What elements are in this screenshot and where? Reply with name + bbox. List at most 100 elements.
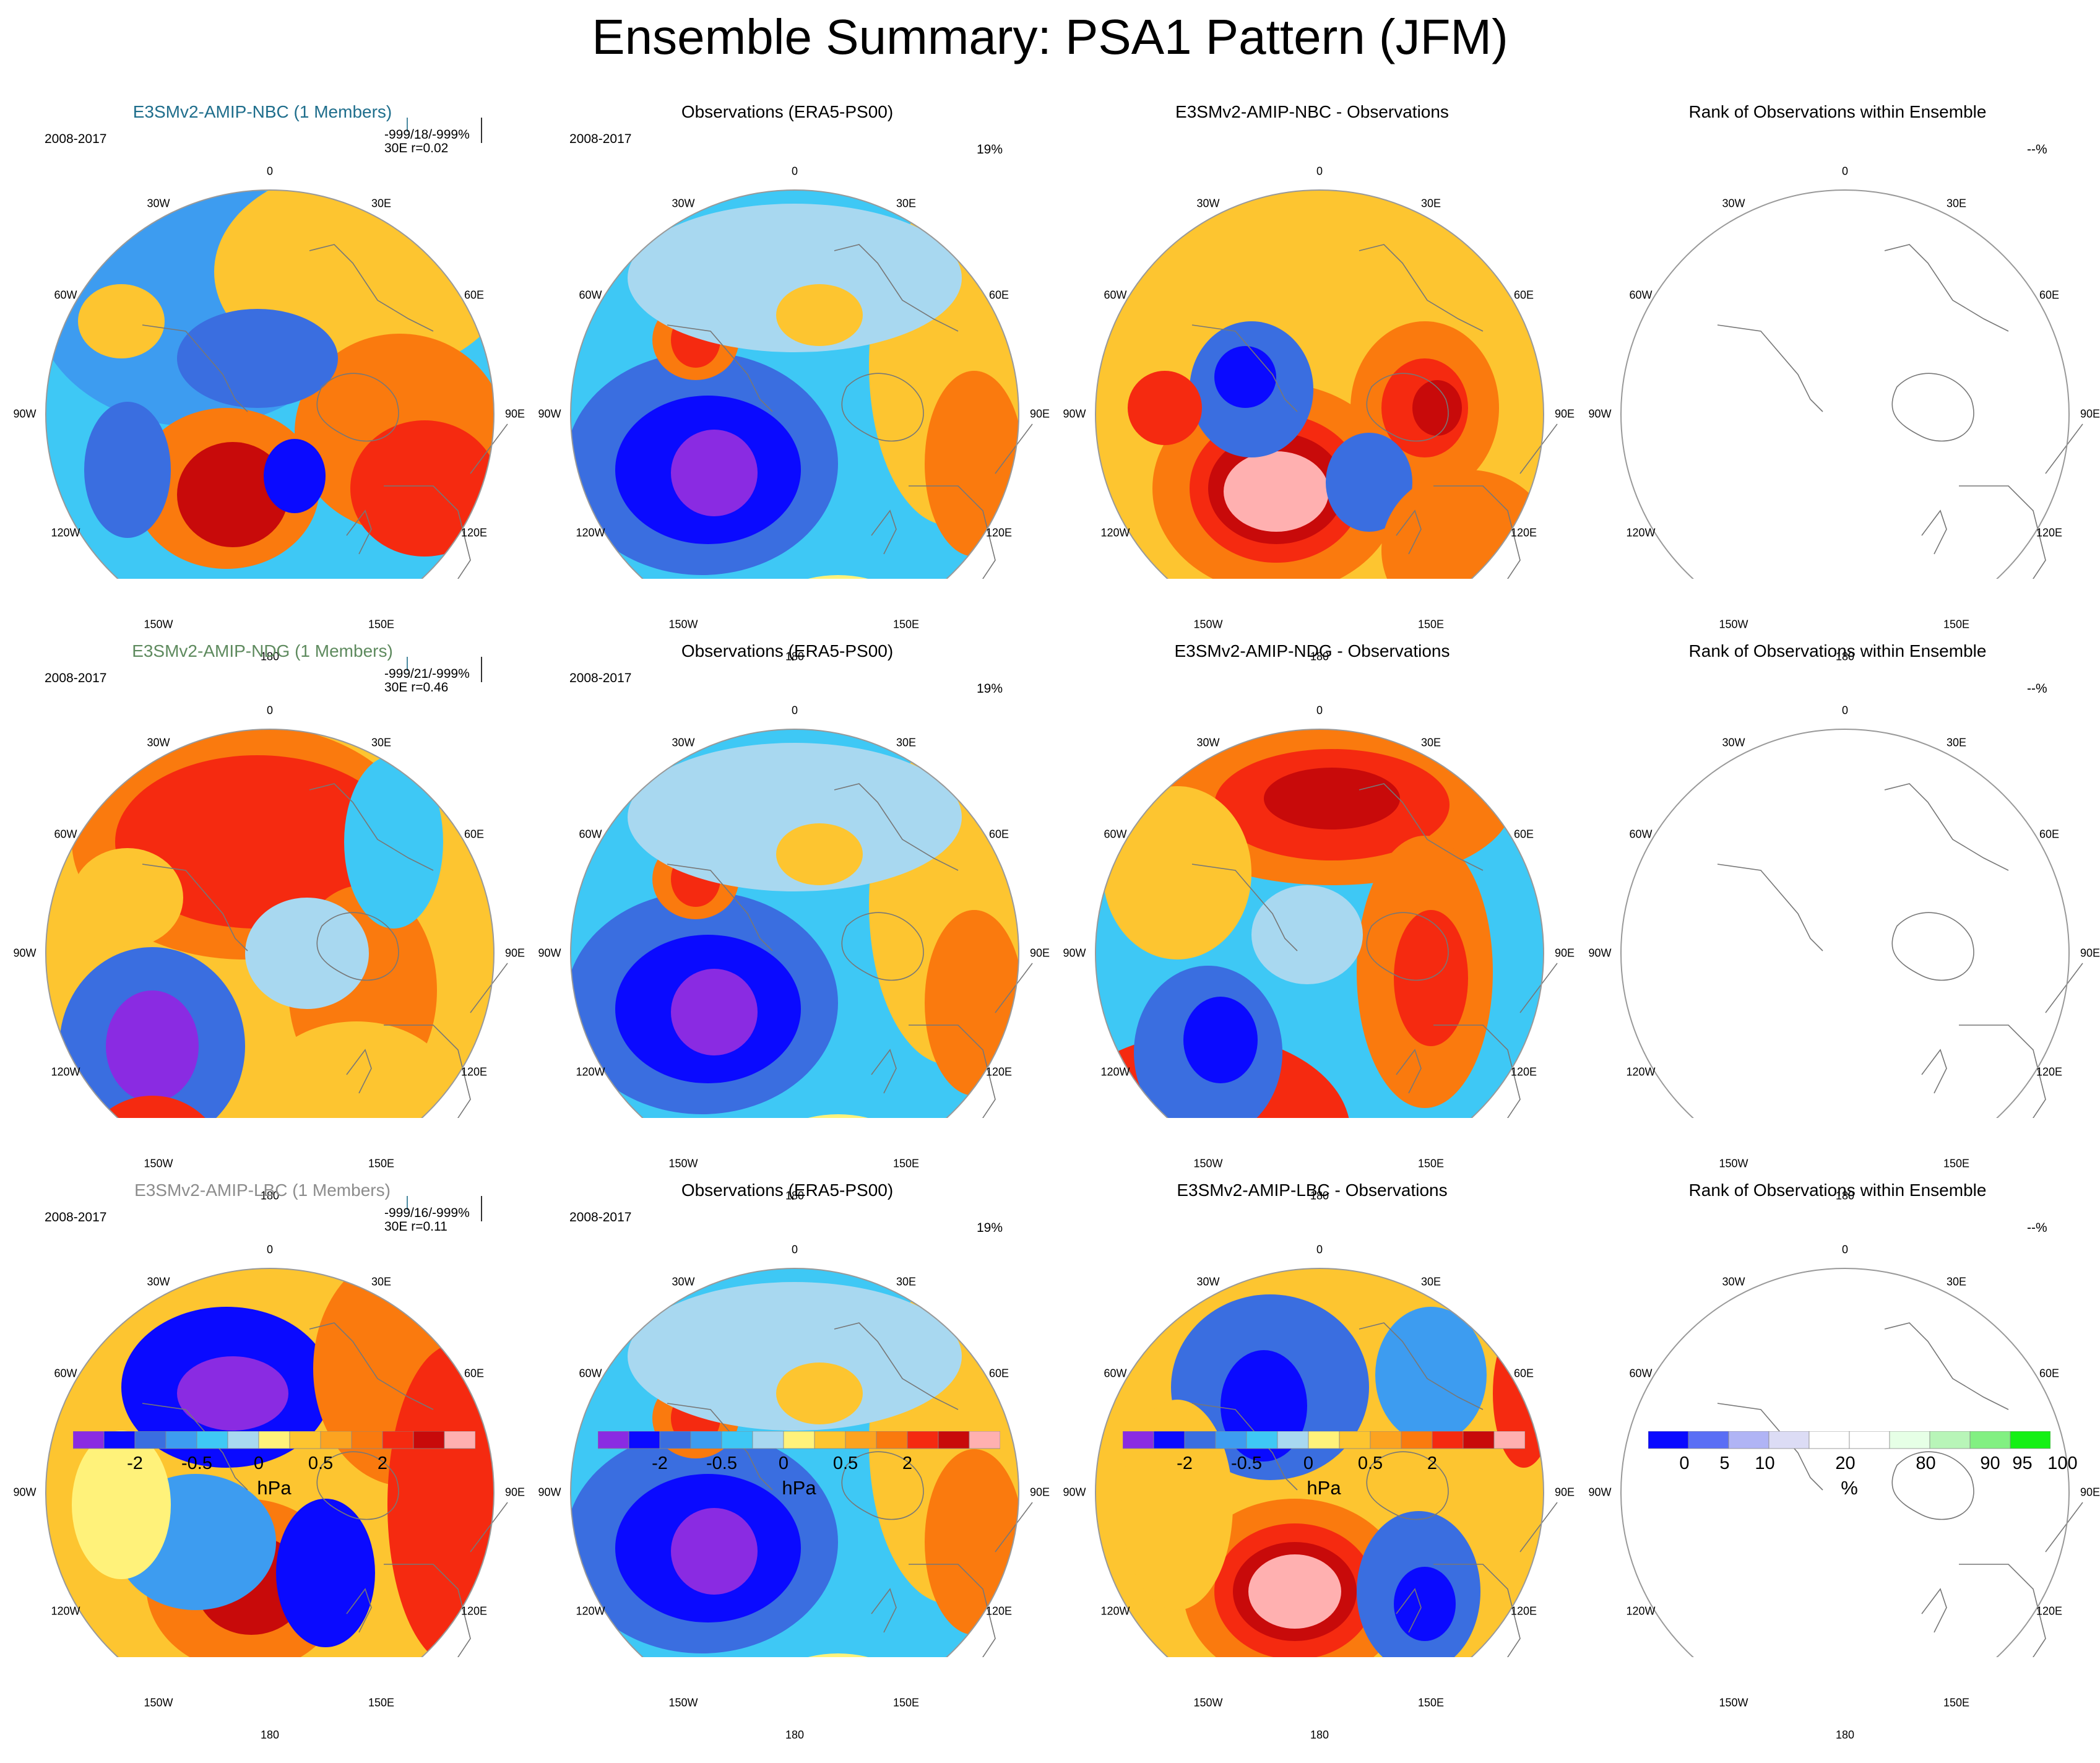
longitude-label: 120W	[51, 1065, 80, 1078]
longitude-label: 0	[1316, 704, 1323, 717]
contour-region	[1103, 786, 1251, 959]
contour-region	[177, 442, 288, 547]
contour-region	[264, 439, 326, 513]
contour-region	[115, 755, 400, 929]
panel-title: Observations (ERA5-PS00)	[681, 102, 894, 121]
coastlines	[1717, 244, 2083, 579]
contour-field	[46, 190, 494, 579]
period-label: 2008-2017	[569, 1210, 632, 1224]
longitude-label: 30E	[1420, 1275, 1441, 1288]
panel-title: Rank of Observations within Ensemble	[1688, 102, 1987, 121]
longitude-label: 120W	[1100, 1605, 1130, 1618]
colorbar-tick-label: -2	[652, 1453, 668, 1473]
longitude-label: 120W	[51, 526, 80, 539]
longitude-label: 60E	[464, 1367, 485, 1380]
colorbar-tick-label: 0	[778, 1453, 789, 1473]
panel-observations: Observations (ERA5-PS00) 2008-2017 19% 0 30E…	[525, 40, 1050, 663]
longitude-label: 0	[1841, 165, 1849, 178]
map-boundary	[570, 189, 1019, 579]
contour-field	[571, 1268, 1019, 1657]
longitude-label: 60W	[54, 828, 77, 841]
colorbar-swatch	[1123, 1431, 1154, 1449]
colorbar-swatch	[814, 1431, 846, 1449]
contour-region	[78, 284, 165, 358]
colorbar-swatch	[907, 1431, 939, 1449]
colorbar-swatch	[289, 1431, 321, 1449]
contour-region	[72, 848, 183, 947]
longitude-label: 120E	[1510, 1065, 1537, 1078]
colorbar-tick-label: -2	[1177, 1453, 1193, 1473]
longitude-label: 90W	[538, 1486, 561, 1499]
longitude-label: 150W	[668, 618, 698, 631]
longitude-label: 120E	[985, 1605, 1013, 1618]
contour-region	[776, 823, 863, 885]
panel-model: E3SMv2-AMIP-LBC (1 Members) 2008-2017 -999…	[0, 1119, 525, 1741]
longitude-label: 60E	[1513, 828, 1534, 841]
coastlines	[1191, 244, 1558, 579]
longitude-label: 180	[260, 1728, 280, 1741]
colorbar-swatch	[1463, 1431, 1495, 1449]
percent-label: 19%	[977, 1221, 1003, 1235]
longitude-label: 180	[1310, 650, 1329, 663]
longitude-label: 150W	[144, 618, 173, 631]
colorbar-swatch	[783, 1431, 815, 1449]
colorbar-tick-label: 0	[253, 1453, 264, 1473]
longitude-label: 0	[791, 165, 798, 178]
longitude-label: 60E	[1513, 288, 1534, 301]
longitude-label: 60W	[579, 1367, 602, 1380]
contour-field	[571, 190, 1019, 579]
colorbar-tick-label: 2	[1427, 1453, 1438, 1473]
stats-line: -999/16/-999%	[384, 1206, 470, 1220]
period-label: 2008-2017	[45, 671, 107, 685]
longitude-label: 180	[785, 1189, 805, 1202]
longitude-label: 0	[1316, 1243, 1323, 1256]
colorbar-tick-label: -2	[127, 1453, 143, 1473]
colorbar: -2 -0.5 0 0.5 2 hPa	[73, 1431, 475, 1505]
contour-region	[344, 755, 443, 929]
longitude-label: 0	[266, 1243, 274, 1256]
colorbar-tick-label: 2	[902, 1453, 913, 1473]
panel-difference: E3SMv2-AMIP-NDG - Observations 0 30E 60E 90E…	[1050, 579, 1575, 1202]
longitude-label: 90E	[1554, 1486, 1575, 1499]
longitude-label: 120E	[460, 1065, 488, 1078]
coastlines	[667, 1322, 1033, 1657]
percent-label: 19%	[977, 142, 1003, 157]
longitude-label: 0	[1841, 1243, 1849, 1256]
longitude-label: 150W	[144, 1157, 173, 1170]
colorbar-swatch	[969, 1431, 1000, 1449]
longitude-label: 90E	[1554, 946, 1575, 959]
coastlines	[142, 783, 508, 1118]
colorbar-swatch	[1969, 1431, 2011, 1449]
longitude-label: 90E	[504, 1486, 525, 1499]
contour-region	[84, 402, 171, 538]
longitude-label: 150W	[1193, 618, 1223, 631]
longitude-label: 150E	[892, 618, 920, 631]
coastlines	[1191, 783, 1558, 1118]
polar-map	[45, 657, 508, 1118]
contour-region	[106, 990, 199, 1102]
longitude-label: 120E	[1510, 1605, 1537, 1618]
panel-observations: Observations (ERA5-PS00) 2008-2017 19% 0 30E…	[525, 579, 1050, 1202]
longitude-label: 60W	[1629, 828, 1653, 841]
longitude-label: 30W	[1722, 736, 1745, 749]
longitude-label: 90W	[538, 946, 561, 959]
panel-rank: Rank of Observations within Ensemble --% 0…	[1575, 579, 2100, 1202]
longitude-label: 30E	[371, 197, 392, 210]
longitude-label: 30W	[1196, 1275, 1220, 1288]
longitude-label: 0	[1841, 704, 1849, 717]
colorbar-swatch	[413, 1431, 445, 1449]
longitude-label: 0	[791, 1243, 798, 1256]
longitude-label: 180	[1835, 1728, 1855, 1741]
colorbar-swatch	[1153, 1431, 1185, 1449]
colorbar-swatch	[1215, 1431, 1247, 1449]
colorbar-units: %	[1841, 1477, 1858, 1499]
contour-field	[1095, 1268, 1544, 1657]
panel-title: Observations (ERA5-PS00)	[681, 641, 894, 661]
colorbar-swatch	[196, 1431, 228, 1449]
colorbar-tick-label: 100	[2047, 1453, 2078, 1473]
longitude-label: 60W	[54, 1367, 77, 1380]
longitude-label: 150E	[1943, 1696, 1970, 1709]
longitude-label: 30E	[896, 736, 917, 749]
panel-title: Rank of Observations within Ensemble	[1688, 1180, 1987, 1200]
contour-region	[276, 1499, 375, 1647]
